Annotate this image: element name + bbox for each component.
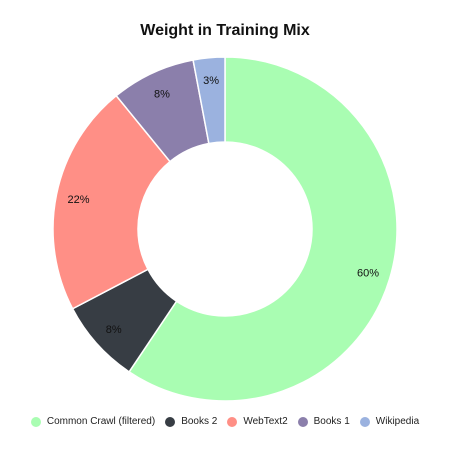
- legend-item-3: Books 1: [297, 416, 350, 427]
- slice-4: [192, 56, 226, 145]
- legend-label-2: WebText2: [243, 416, 288, 427]
- legend-swatch-4: [359, 416, 370, 427]
- legend-item-4: Wikipedia: [359, 416, 420, 427]
- slice-label-2: 22%: [68, 194, 90, 206]
- slice-label-4: 3%: [203, 75, 219, 87]
- legend: Common Crawl (filtered) Books 2 WebText2 Bo…: [0, 416, 450, 427]
- slice-0: [128, 56, 398, 402]
- slice-label-3: 8%: [154, 88, 170, 100]
- legend-label-3: Books 1: [313, 416, 350, 427]
- legend-swatch-3: [297, 416, 308, 427]
- legend-swatch-1: [165, 416, 176, 427]
- legend-label-0: Common Crawl (filtered): [46, 416, 156, 427]
- legend-item-2: WebText2: [227, 416, 288, 427]
- legend-swatch-2: [227, 416, 238, 427]
- slice-label-1: 8%: [106, 324, 122, 336]
- chart-title: Weight in Training Mix: [140, 22, 310, 39]
- legend-swatch-0: [30, 416, 41, 427]
- legend-item-0: Common Crawl (filtered): [30, 416, 156, 427]
- slice-label-0: 60%: [357, 268, 379, 280]
- slice-2: [52, 94, 172, 310]
- legend-item-1: Books 2: [165, 416, 217, 427]
- legend-label-1: Books 2: [181, 416, 218, 427]
- legend-label-4: Wikipedia: [375, 416, 420, 427]
